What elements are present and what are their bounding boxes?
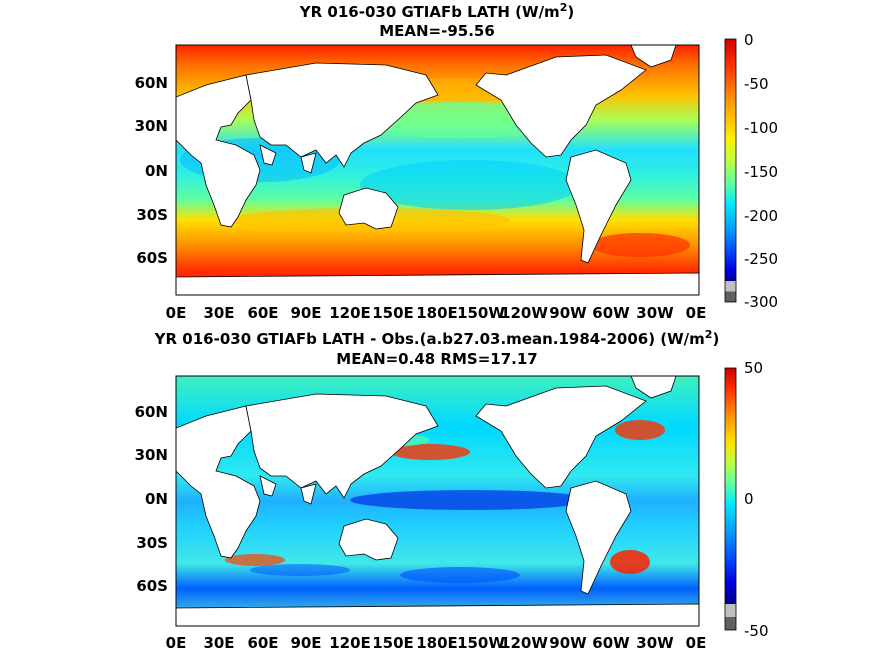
lon-tick: 150E xyxy=(372,304,414,322)
panel-top: YR 016-030 GTIAFb LATH (W/m2) MEAN=-95.5… xyxy=(135,1,778,322)
lon-tick: 90W xyxy=(549,304,587,322)
panel-bottom-lat-axis: 60N 30N 0N 30S 60S xyxy=(135,403,168,595)
lon-tick: 60E xyxy=(247,304,278,322)
panel-top-title-line1: YR 016-030 GTIAFb LATH (W/m2) xyxy=(299,1,574,21)
lat-tick-60s: 60S xyxy=(136,577,168,595)
panel-bottom-title-line1: YR 016-030 GTIAFb LATH - Obs.(a.b27.03.m… xyxy=(154,328,720,348)
colorbar-tick: -300 xyxy=(744,293,778,311)
colorbar-tick: -50 xyxy=(744,75,769,93)
lon-tick: 180E xyxy=(416,634,458,652)
panel-top-lon-axis: 0E 30E 60E 90E 120E 150E 180E 150W 120W … xyxy=(166,304,707,322)
colorbar-tick: -150 xyxy=(744,163,778,181)
lon-tick: 30W xyxy=(636,634,674,652)
colorbar-tick: -250 xyxy=(744,250,778,268)
lat-tick-30n: 30N xyxy=(135,117,168,135)
lon-tick: 60W xyxy=(592,304,630,322)
lon-tick: 60E xyxy=(247,634,278,652)
lon-tick: 150W xyxy=(457,634,505,652)
colorbar-tick: 0 xyxy=(744,490,754,508)
lon-tick: 180E xyxy=(416,304,458,322)
lon-tick: 150E xyxy=(372,634,414,652)
lon-tick: 0E xyxy=(686,634,707,652)
colorbar-tick: 0 xyxy=(744,31,754,49)
panel-top-map xyxy=(176,45,699,295)
panel-bottom-colorbar xyxy=(724,367,737,631)
panel-top-map-frame xyxy=(175,44,700,296)
panel-top-colorbar-ticks: 0 -50 -100 -150 -200 -250 -300 xyxy=(744,31,778,311)
lon-tick: 60W xyxy=(592,634,630,652)
lon-tick: 120E xyxy=(329,634,371,652)
lon-tick: 0E xyxy=(686,304,707,322)
lon-tick: 0E xyxy=(166,634,187,652)
lat-tick-30s: 30S xyxy=(136,206,168,224)
lon-tick: 30W xyxy=(636,304,674,322)
lon-tick: 90E xyxy=(290,304,321,322)
lon-tick: 30E xyxy=(203,634,234,652)
lat-tick-0n: 0N xyxy=(145,490,168,508)
lat-tick-30s: 30S xyxy=(136,534,168,552)
panel-bottom: YR 016-030 GTIAFb LATH - Obs.(a.b27.03.m… xyxy=(135,328,769,652)
lon-tick: 120W xyxy=(500,304,548,322)
colorbar-tick: -50 xyxy=(744,622,769,640)
panel-top-colorbar xyxy=(724,38,737,303)
lat-tick-60s: 60S xyxy=(136,249,168,267)
lon-tick: 90W xyxy=(549,634,587,652)
colorbar-tick: 50 xyxy=(744,359,763,377)
lon-tick: 30E xyxy=(203,304,234,322)
lon-tick: 150W xyxy=(457,304,505,322)
lon-tick: 0E xyxy=(166,304,187,322)
panel-top-lat-axis: 60N 30N 0N 30S 60S xyxy=(135,74,168,267)
lat-tick-30n: 30N xyxy=(135,446,168,464)
lon-tick: 90E xyxy=(290,634,321,652)
colorbar-tick: -100 xyxy=(744,119,778,137)
panel-bottom-map xyxy=(176,376,699,626)
panel-bottom-mean-rms: MEAN=0.48 RMS=17.17 xyxy=(336,350,537,368)
lat-tick-60n: 60N xyxy=(135,74,168,92)
lat-tick-60n: 60N xyxy=(135,403,168,421)
panel-bottom-colorbar-ticks: 50 0 -50 xyxy=(744,359,769,640)
lon-tick: 120E xyxy=(329,304,371,322)
panel-top-mean: MEAN=-95.56 xyxy=(379,22,495,40)
lat-tick-0n: 0N xyxy=(145,162,168,180)
colorbar-tick: -200 xyxy=(744,207,778,225)
panel-bottom-lon-axis: 0E 30E 60E 90E 120E 150E 180E 150W 120W … xyxy=(166,634,707,652)
lon-tick: 120W xyxy=(500,634,548,652)
panel-bottom-map-frame xyxy=(175,375,700,627)
